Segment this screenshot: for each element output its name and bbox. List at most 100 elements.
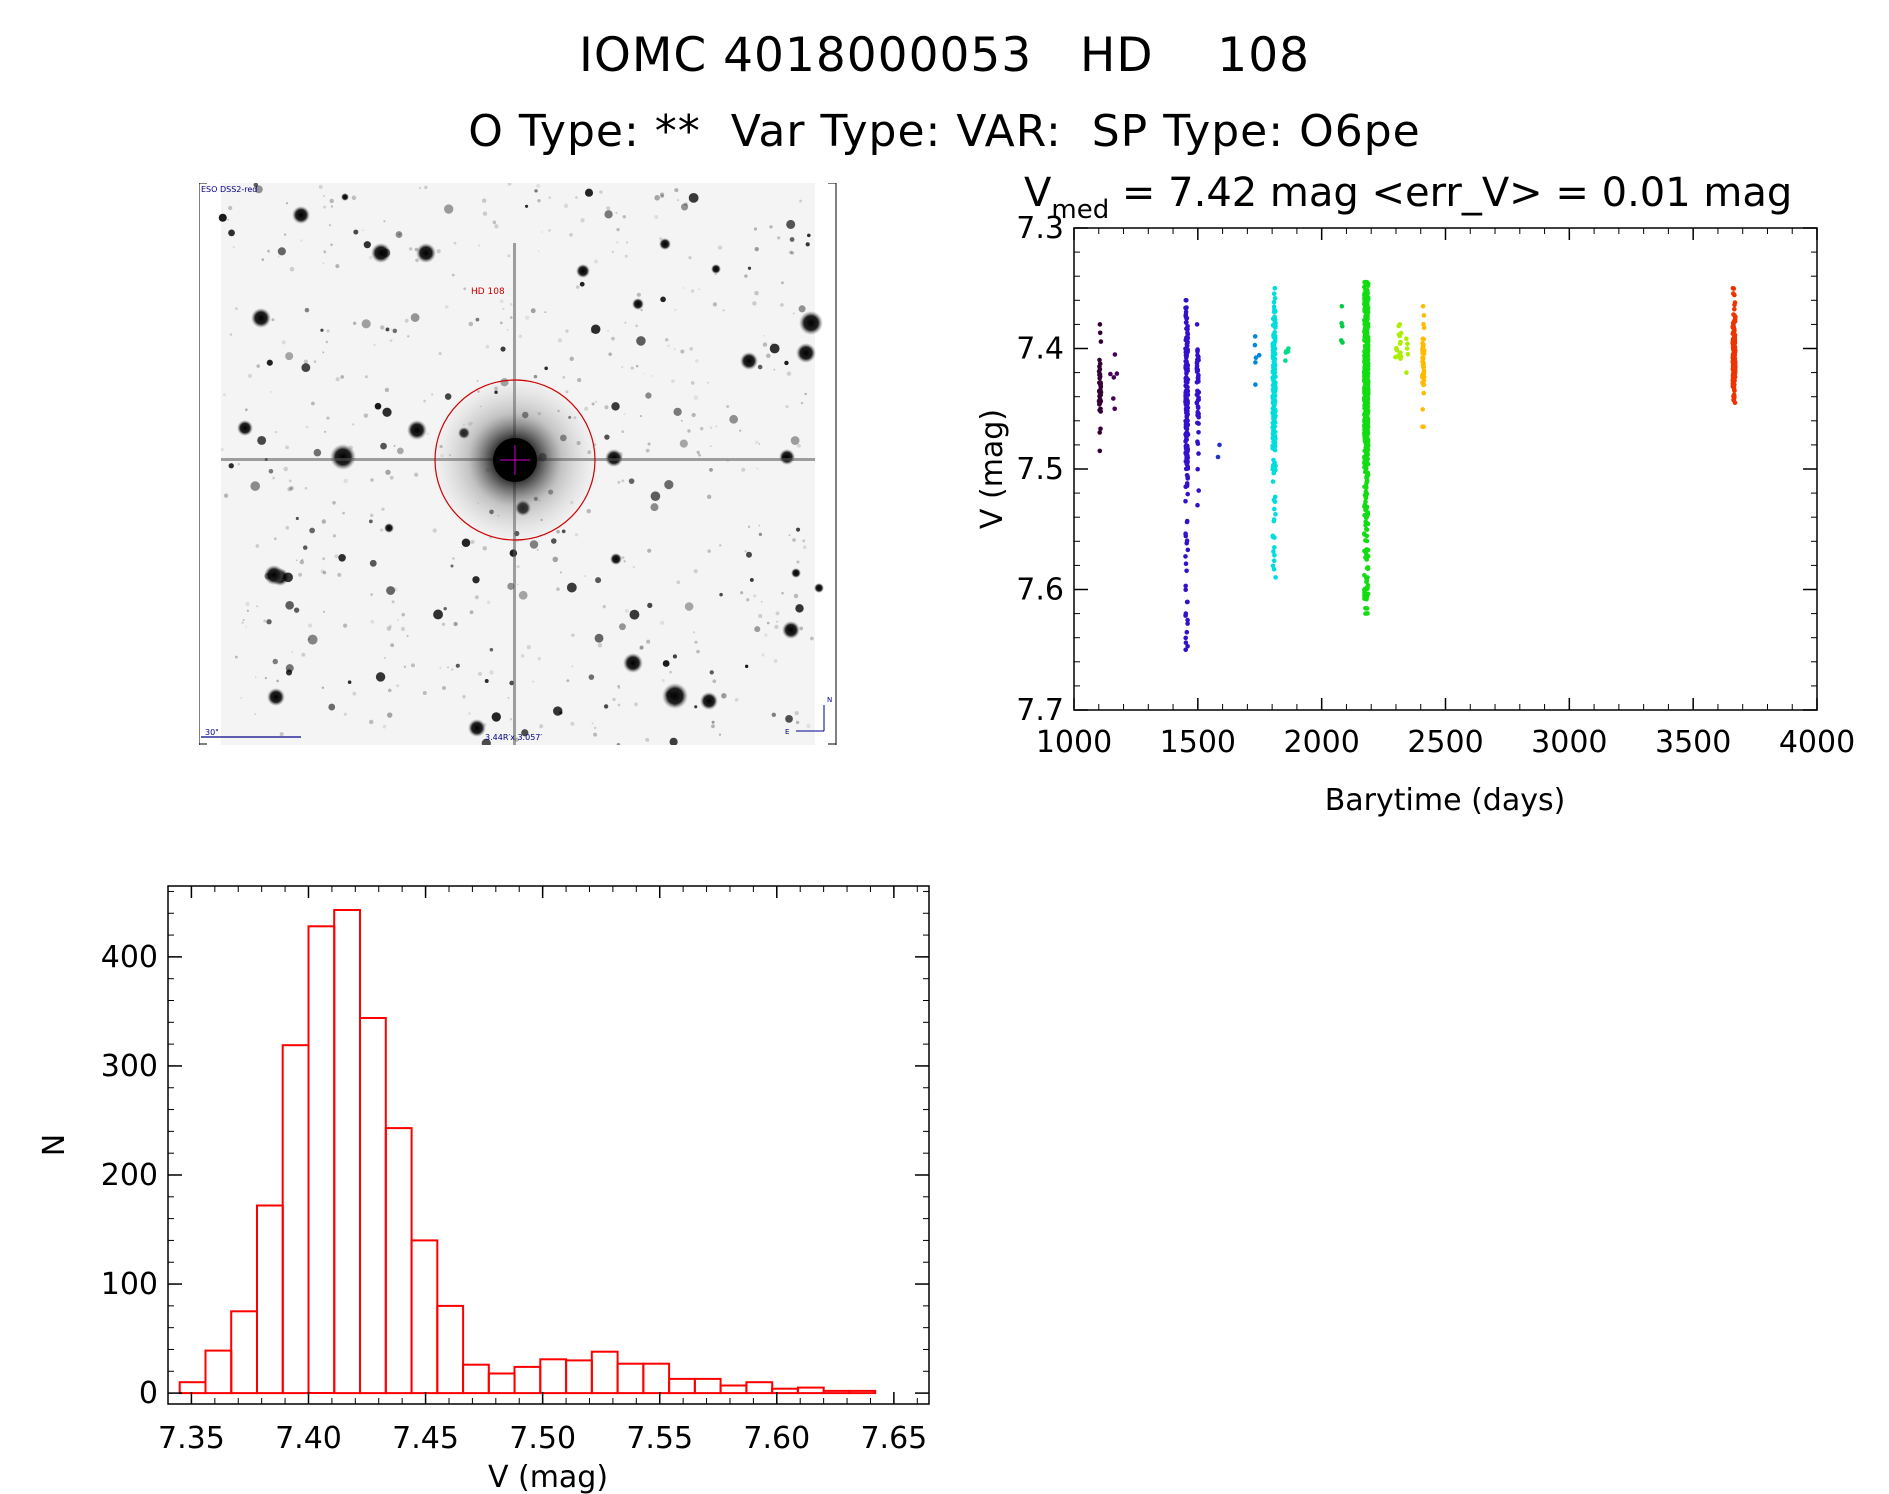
data-point: [1272, 440, 1278, 445]
noise-speck: [764, 633, 768, 637]
faint-star: [561, 529, 566, 534]
noise-speck: [467, 712, 471, 716]
noise-speck: [463, 287, 467, 291]
noise-speck: [363, 413, 369, 418]
noise-speck: [789, 250, 793, 255]
faint-star: [285, 664, 294, 673]
noise-speck: [804, 392, 807, 396]
noise-speck: [718, 733, 722, 736]
data-point: [1362, 454, 1368, 460]
data-point: [1270, 435, 1276, 441]
histogram-bar: [333, 909, 362, 1395]
noise-speck: [752, 301, 757, 306]
data-point: [1340, 324, 1345, 329]
faint-star: [302, 545, 308, 550]
data-point: [1195, 502, 1200, 508]
noise-speck: [223, 493, 229, 498]
data-point: [1256, 352, 1262, 358]
faint-star: [664, 480, 674, 490]
faint-star: [250, 481, 261, 491]
noise-speck: [616, 228, 620, 232]
noise-speck: [539, 724, 544, 729]
noise-speck: [734, 697, 739, 702]
data-point: [1398, 350, 1403, 355]
noise-speck: [781, 591, 784, 595]
light-curve-title: Vmed = 7.42 mag <err_V> = 0.01 mag: [1024, 170, 1792, 225]
noise-speck: [332, 500, 336, 505]
noise-speck: [707, 381, 710, 384]
noise-speck: [722, 309, 725, 312]
faint-star: [489, 647, 494, 652]
data-point: [1364, 357, 1370, 362]
faint-star: [283, 572, 293, 583]
histogram-bar: [848, 1389, 877, 1395]
noise-speck: [621, 366, 624, 368]
data-point: [1195, 466, 1200, 472]
data-point: [1364, 383, 1369, 388]
faint-star: [507, 582, 515, 590]
faint-star: [313, 448, 322, 457]
noise-speck: [780, 281, 784, 285]
histogram-bar: [384, 1127, 413, 1395]
bright-star: [659, 238, 671, 250]
y-tick-label: 200: [101, 1158, 158, 1193]
noise-speck: [326, 329, 330, 333]
noise-speck: [709, 426, 713, 429]
data-point: [1420, 348, 1425, 354]
faint-star: [386, 586, 396, 595]
compass-north-label: N: [827, 696, 832, 704]
data-point: [1272, 416, 1277, 421]
faint-star: [484, 679, 489, 683]
noise-speck: [802, 545, 807, 550]
faint-star: [253, 183, 259, 188]
noise-speck: [740, 591, 744, 595]
data-point: [1185, 466, 1191, 471]
faint-star: [645, 392, 652, 399]
histogram-frame: [167, 885, 930, 1405]
faint-star: [604, 210, 613, 219]
noise-speck: [391, 600, 395, 604]
data-point: [1271, 518, 1277, 524]
noise-speck: [559, 571, 562, 574]
faint-star: [472, 576, 480, 584]
data-point: [1272, 394, 1277, 399]
noise-speck: [754, 290, 759, 296]
data-point: [1364, 397, 1369, 403]
data-point: [1272, 402, 1277, 408]
data-point: [1364, 409, 1370, 415]
noise-speck: [696, 649, 700, 654]
noise-speck: [422, 690, 427, 695]
noise-speck: [671, 379, 675, 383]
noise-speck: [451, 273, 455, 277]
noise-speck: [481, 198, 487, 203]
histogram-bar: [796, 1386, 825, 1395]
data-point: [1114, 371, 1120, 376]
data-point: [1252, 334, 1258, 339]
data-point: [1184, 518, 1190, 524]
data-point: [1270, 563, 1276, 569]
sky-image: ESO DSS2-red HD 108 30" 3.44R′x 3.057′ N…: [199, 183, 837, 745]
noise-speck: [556, 587, 560, 591]
data-point: [1185, 459, 1190, 464]
noise-speck: [343, 623, 348, 628]
data-point: [1184, 629, 1190, 635]
noise-speck: [400, 626, 406, 632]
data-point: [1731, 286, 1737, 291]
data-point: [1396, 354, 1402, 359]
noise-speck: [774, 624, 779, 630]
noise-speck: [370, 593, 373, 596]
x-tick-label: 1500: [1160, 725, 1236, 760]
faint-star: [709, 670, 714, 675]
noise-speck: [518, 334, 523, 338]
noise-speck: [758, 613, 763, 619]
data-point: [1271, 567, 1277, 572]
noise-speck: [321, 519, 327, 524]
noise-speck: [326, 416, 330, 420]
data-point: [1272, 360, 1277, 365]
data-point: [1421, 382, 1427, 387]
data-point: [1272, 369, 1278, 375]
noise-speck: [684, 202, 688, 207]
data-point: [1196, 488, 1201, 493]
noise-speck: [451, 668, 454, 671]
target-label: HD 108: [471, 287, 505, 297]
